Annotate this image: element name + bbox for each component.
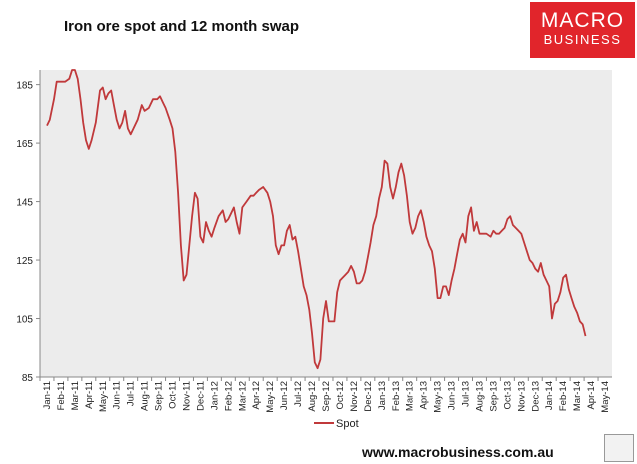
x-tick-label: May-14 <box>600 381 611 413</box>
x-tick-label: Feb-13 <box>391 381 402 411</box>
x-tick-label: May-12 <box>265 381 276 413</box>
y-tick-label: 145 <box>16 198 33 209</box>
x-tick-label: Mar-11 <box>70 381 81 410</box>
x-tick-label: May-11 <box>98 381 109 412</box>
x-tick-label: Jun-13 <box>447 381 458 410</box>
macrobusiness-logo: MACRO BUSINESS <box>530 2 635 58</box>
x-tick-label: Aug-13 <box>474 381 485 412</box>
x-tick-label: Jan-12 <box>209 381 220 410</box>
logo-line2: BUSINESS <box>543 32 622 47</box>
x-tick-label: Jan-14 <box>544 381 555 410</box>
x-tick-label: Jan-13 <box>377 381 388 410</box>
x-tick-label: Sep-11 <box>154 381 165 411</box>
x-tick-label: Dec-11 <box>195 381 206 411</box>
x-tick-label: Apr-14 <box>586 381 597 410</box>
x-tick-label: Feb-14 <box>558 381 569 411</box>
x-tick-label: Aug-11 <box>140 381 151 411</box>
x-tick-label: Nov-13 <box>516 381 527 412</box>
x-tick-label: Nov-11 <box>181 381 192 411</box>
x-tick-label: Apr-13 <box>419 381 430 410</box>
x-tick-label: May-13 <box>433 381 444 413</box>
x-tick-label: Jun-11 <box>112 381 123 409</box>
x-tick-label: Dec-13 <box>530 381 541 412</box>
wolf-logo-icon <box>604 434 634 462</box>
x-tick-label: Feb-11 <box>56 381 67 410</box>
y-tick-label: 85 <box>22 373 34 384</box>
plot-area <box>40 70 612 377</box>
y-tick-label: 105 <box>16 315 33 326</box>
x-tick-label: Feb-12 <box>223 381 234 411</box>
y-tick-label: 125 <box>16 256 33 267</box>
logo-line1: MACRO <box>540 9 625 32</box>
x-tick-label: Jan-11 <box>42 381 53 409</box>
x-tick-label: Aug-12 <box>307 381 318 412</box>
x-tick-label: Jul-11 <box>126 381 137 406</box>
x-tick-label: Oct-13 <box>502 381 513 410</box>
x-tick-label: Jun-12 <box>279 381 290 410</box>
x-tick-label: Sep-13 <box>488 381 499 412</box>
x-tick-label: Jul-13 <box>461 381 472 407</box>
x-tick-label: Sep-12 <box>321 381 332 412</box>
x-tick-label: Mar-14 <box>572 381 583 411</box>
x-tick-label: Apr-11 <box>84 381 95 409</box>
x-tick-label: Apr-12 <box>251 381 262 410</box>
x-tick-label: Oct-12 <box>335 381 346 410</box>
x-tick-label: Mar-13 <box>405 381 416 411</box>
y-tick-label: 165 <box>16 139 33 150</box>
chart-title: Iron ore spot and 12 month swap <box>64 18 300 35</box>
legend-label: Spot <box>336 418 359 430</box>
x-tick-label: Jul-12 <box>293 381 304 407</box>
x-tick-label: Mar-12 <box>237 381 248 411</box>
series-line-spot <box>46 69 587 370</box>
x-tick-label: Oct-11 <box>168 381 179 409</box>
website-url: www.macrobusiness.com.au <box>362 444 554 460</box>
y-tick-label: 185 <box>16 81 33 92</box>
x-tick-label: Nov-12 <box>349 381 360 412</box>
x-tick-label: Dec-12 <box>363 381 374 412</box>
